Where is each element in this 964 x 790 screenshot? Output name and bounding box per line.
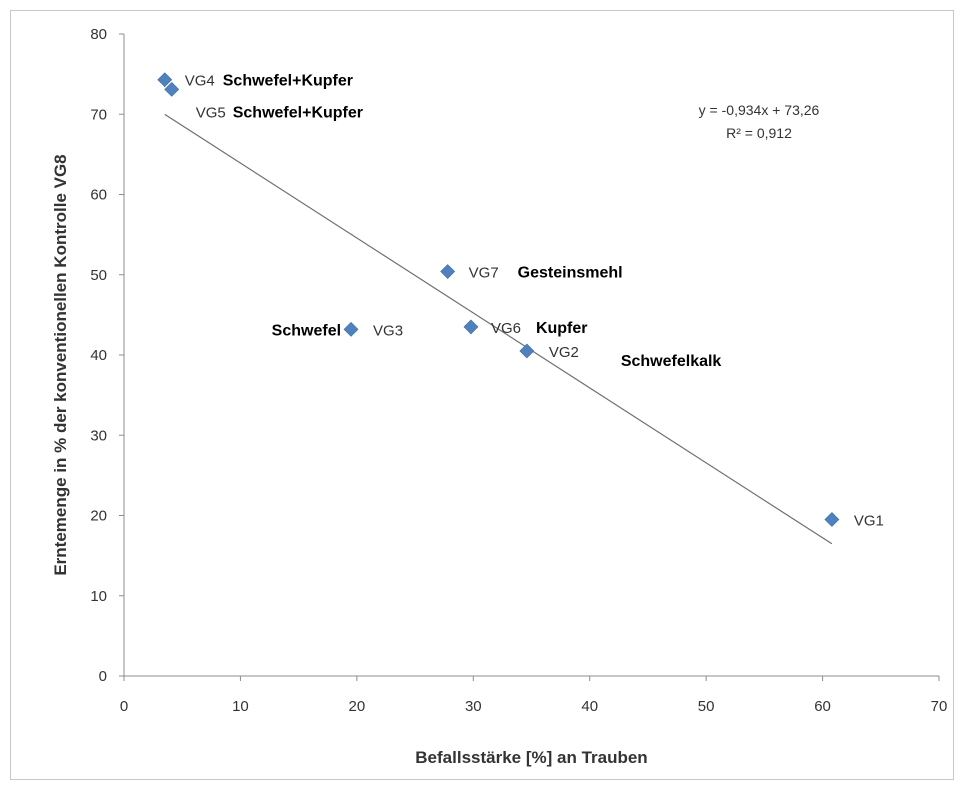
y-tick-label: 70 [90, 106, 107, 123]
x-tick-label: 60 [814, 698, 831, 715]
x-tick-label: 40 [581, 698, 598, 715]
data-point [519, 343, 535, 359]
point-label: VG3 [373, 322, 403, 339]
x-tick-label: 10 [232, 698, 249, 715]
point-label: VG6 [491, 320, 521, 337]
treatment-label: Schwefel+Kupfer [223, 73, 353, 90]
point-label: VG2 [549, 344, 579, 361]
y-tick-label: 80 [90, 26, 107, 43]
treatment-label: Kupfer [536, 320, 588, 337]
treatment-label: Schwefel+Kupfer [233, 104, 363, 121]
scatter-chart: 0 10 20 30 40 50 60 70 80 0 10 20 30 40 50 60 70 VG1 VG2 S… [51, 26, 947, 767]
point-label: VG7 [469, 265, 499, 282]
trendline-r-squared: R² = 0,912 [726, 125, 792, 141]
y-axis-title: Erntemenge in % der konventionellen Kont… [51, 154, 70, 575]
point-labels: VG1 VG2 Schwefelkalk VG3 Schwefel VG4 Schwefel… [185, 73, 884, 530]
point-label: VG1 [854, 513, 884, 530]
data-point [343, 321, 359, 337]
point-label: VG4 [185, 73, 215, 90]
y-tick-label: 10 [90, 588, 107, 605]
x-tick-label: 70 [931, 698, 948, 715]
treatment-label: Gesteinsmehl [518, 265, 623, 282]
y-tick-label: 40 [90, 347, 107, 364]
data-point [463, 319, 479, 335]
y-tick-label: 50 [90, 267, 107, 284]
x-tick-label: 20 [349, 698, 366, 715]
x-axis-title: Befallsstärke [%] an Trauben [415, 748, 647, 767]
x-tick-label: 50 [698, 698, 715, 715]
trendline-group [164, 113, 833, 545]
y-tick-label: 20 [90, 508, 107, 525]
point-label: VG5 [196, 104, 226, 121]
y-tick-label: 0 [99, 668, 107, 685]
y-tick-label: 30 [90, 427, 107, 444]
data-point [440, 264, 456, 279]
data-point [824, 512, 840, 527]
data-point [164, 81, 180, 97]
x-tick-label: 0 [120, 698, 128, 715]
trendline [164, 113, 833, 545]
data-points [157, 72, 840, 527]
x-tick-label: 30 [465, 698, 482, 715]
y-tick-label: 60 [90, 187, 107, 204]
chart-area: 0 10 20 30 40 50 60 70 80 0 10 20 30 40 50 60 70 VG1 VG2 S… [10, 10, 954, 780]
treatment-label: Schwefelkalk [621, 353, 722, 370]
treatment-label: Schwefel [272, 322, 341, 339]
trendline-equation: y = -0,934x + 73,26 [699, 102, 820, 118]
data-point [157, 72, 173, 88]
axes: 0 10 20 30 40 50 60 70 80 0 10 20 30 40 50 60 70 [90, 26, 947, 715]
